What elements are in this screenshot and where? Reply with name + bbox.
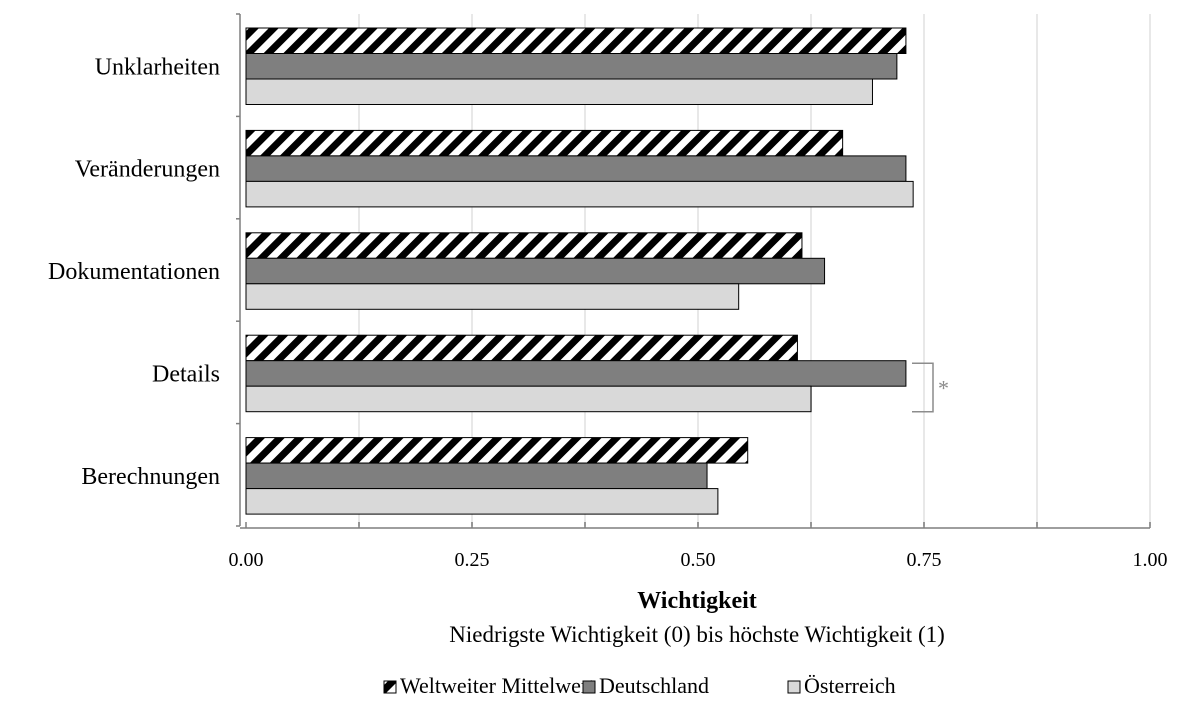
category-label: Veränderungen	[75, 157, 220, 183]
legend-label: Weltweiter Mittelwert	[400, 673, 594, 698]
bar-veränderungen-deutschland	[245, 155, 907, 182]
x-tick-label: 1.00	[1133, 549, 1168, 571]
bar-unklarheiten-oesterreich	[245, 78, 873, 105]
significance-bracket	[912, 362, 934, 413]
category-label: Berechnungen	[81, 464, 220, 490]
bar-veränderungen-oesterreich	[245, 180, 914, 208]
x-tick-label: 0.00	[229, 549, 264, 571]
bar-veränderungen-weltweit	[245, 129, 844, 157]
bar-berechnungen-oesterreich	[245, 488, 719, 515]
bar-berechnungen-deutschland	[245, 462, 708, 490]
annotations: *	[912, 362, 949, 413]
bar-unklarheiten-weltweit	[245, 27, 907, 54]
category-label: Unklarheiten	[95, 54, 220, 80]
bar-dokumentationen-deutschland	[245, 257, 826, 285]
axes	[236, 13, 1151, 529]
bar-details-weltweit	[245, 334, 798, 362]
x-tick-label: 0.75	[907, 549, 942, 571]
legend-label: Österreich	[804, 673, 896, 698]
bar-unklarheiten-deutschland	[245, 53, 898, 80]
category-label: Details	[152, 361, 220, 387]
bar-dokumentationen-oesterreich	[245, 283, 740, 310]
legend-swatch	[582, 680, 596, 694]
bar-berechnungen-weltweit	[245, 437, 749, 464]
bar-details-oesterreich	[245, 385, 812, 413]
bar-details-deutschland	[245, 360, 907, 387]
bar-dokumentationen-weltweit	[245, 232, 803, 259]
x-axis-title: Wichtigkeit	[637, 588, 757, 614]
x-tick-label: 0.25	[455, 549, 490, 571]
legend: Weltweiter Mittelwert Deutschland Österrei…	[383, 673, 896, 698]
x-tick-label: 0.50	[681, 549, 716, 571]
category-label: Dokumentationen	[48, 259, 220, 285]
legend-swatch	[787, 680, 801, 694]
labels: Unklarheiten Veränderungen Dokumentationen…	[48, 54, 1167, 571]
bars	[245, 27, 914, 515]
x-axis-subtitle: Niedrigste Wichtigkeit (0) bis höchste W…	[449, 622, 945, 647]
legend-swatch	[383, 680, 397, 694]
legend-label: Deutschland	[599, 673, 709, 698]
significance-marker: *	[938, 375, 949, 400]
